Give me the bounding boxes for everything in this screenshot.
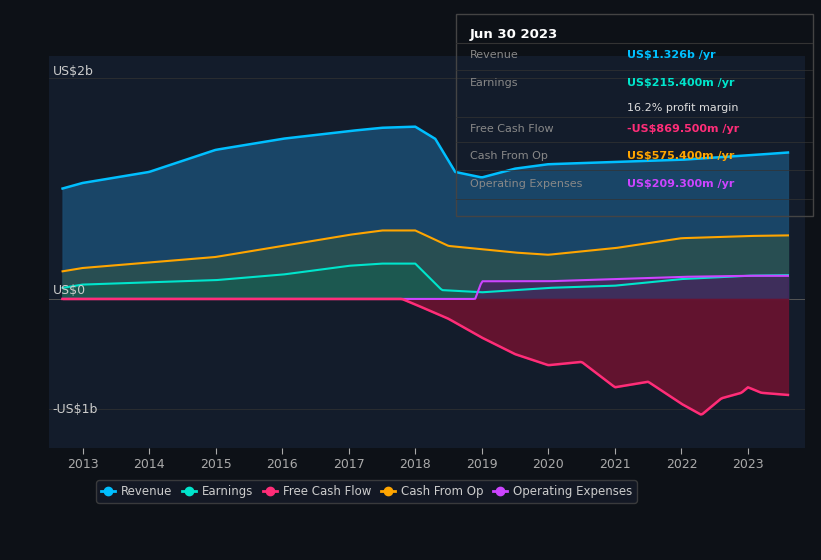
- Text: Operating Expenses: Operating Expenses: [470, 179, 582, 189]
- Text: Earnings: Earnings: [470, 77, 518, 87]
- Text: US$575.400m /yr: US$575.400m /yr: [627, 151, 735, 161]
- Text: US$2b: US$2b: [53, 65, 94, 78]
- Text: -US$869.500m /yr: -US$869.500m /yr: [627, 124, 740, 134]
- Text: -US$1b: -US$1b: [53, 403, 98, 416]
- Text: Jun 30 2023: Jun 30 2023: [470, 28, 558, 41]
- Text: Revenue: Revenue: [470, 50, 519, 60]
- Text: US$0: US$0: [53, 284, 85, 297]
- Legend: Revenue, Earnings, Free Cash Flow, Cash From Op, Operating Expenses: Revenue, Earnings, Free Cash Flow, Cash …: [96, 480, 637, 503]
- Text: Free Cash Flow: Free Cash Flow: [470, 124, 553, 134]
- Text: Cash From Op: Cash From Op: [470, 151, 548, 161]
- Text: 16.2% profit margin: 16.2% profit margin: [627, 102, 739, 113]
- Text: US$209.300m /yr: US$209.300m /yr: [627, 179, 735, 189]
- Text: US$1.326b /yr: US$1.326b /yr: [627, 50, 716, 60]
- Text: US$215.400m /yr: US$215.400m /yr: [627, 77, 735, 87]
